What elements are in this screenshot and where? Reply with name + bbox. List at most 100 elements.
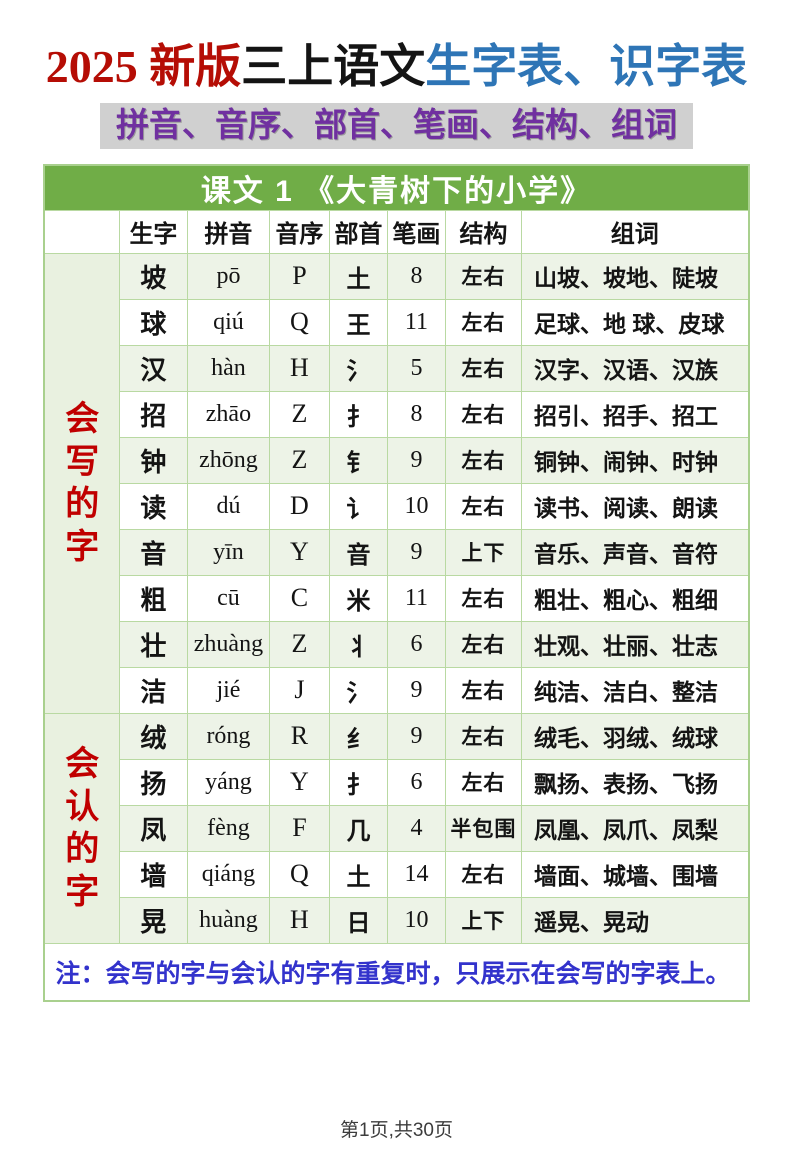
cell-radical: 讠 (328, 482, 388, 530)
page-number: 第1页,共30页 (340, 1120, 453, 1141)
section-label-char: 会 (65, 745, 100, 784)
cell-strokes: 6 (386, 620, 446, 668)
cell-pinyin: qiú (186, 298, 270, 346)
section-label: 会认的字 (43, 712, 120, 944)
cell-strokes: 9 (386, 712, 446, 760)
cell-pinyin: pō (186, 252, 270, 300)
column-header-pinyin: 拼音 (186, 209, 270, 254)
section-label-char: 写 (65, 442, 100, 481)
cell-pinyin: yáng (186, 758, 270, 806)
table-row: 晃 huàng H 日 10 上下 遥晃、晃动 (44, 896, 750, 944)
cell-structure: 上下 (444, 528, 522, 576)
cell-pinyin: zhuàng (186, 620, 270, 668)
vocab-table: 课文 1 《大青树下的小学》 生字 拼音 音序 部首 笔画 结构 组词 会写的字… (43, 163, 750, 1002)
cell-initial: F (268, 804, 330, 852)
column-header-empty (43, 209, 120, 254)
column-header-structure: 结构 (444, 209, 522, 254)
cell-initial: Q (268, 850, 330, 898)
cell-initial: J (268, 666, 330, 714)
cell-initial: H (268, 344, 330, 392)
cell-pinyin: zhōng (186, 436, 270, 484)
cell-strokes: 9 (386, 666, 446, 714)
cell-pinyin: yīn (186, 528, 270, 576)
cell-char: 扬 (118, 758, 188, 806)
title-subject: 生字表、识字表 (425, 41, 748, 92)
cell-strokes: 9 (386, 528, 446, 576)
cell-words: 招引、招手、招工 (520, 390, 750, 438)
cell-words: 墙面、城墙、围墙 (520, 850, 750, 898)
table-row: 凤 fèng F 几 4 半包围 凤凰、凤爪、凤梨 (44, 804, 750, 852)
section-label-char: 认 (65, 787, 100, 826)
cell-radical: 扌 (328, 758, 388, 806)
section-label-char: 字 (65, 872, 100, 911)
cell-pinyin: dú (186, 482, 270, 530)
cell-structure: 左右 (444, 850, 522, 898)
column-header-initial: 音序 (268, 209, 330, 254)
table-row: 会认的字绒 róng R 纟 9 左右 绒毛、羽绒、绒球 (43, 712, 750, 944)
cell-radical: 钅 (328, 436, 388, 484)
cell-char: 壮 (118, 620, 188, 668)
table-row: 扬 yáng Y 扌 6 左右 飘扬、表扬、飞扬 (44, 758, 750, 806)
cell-structure: 左右 (444, 666, 522, 714)
column-header-words: 组词 (520, 209, 750, 254)
cell-char: 球 (118, 298, 188, 346)
title-edition: 2025 新版 (45, 41, 242, 92)
table-row: 粗 cū C 米 11 左右 粗壮、粗心、粗细 (44, 574, 750, 622)
cell-initial: H (268, 896, 330, 944)
cell-char: 读 (118, 482, 188, 530)
cell-char: 晃 (118, 896, 188, 944)
cell-radical: 日 (328, 896, 388, 944)
cell-char: 坡 (118, 252, 188, 300)
column-header-char: 生字 (118, 209, 188, 254)
table-row: 钟 zhōng Z 钅 9 左右 铜钟、闹钟、时钟 (44, 436, 750, 484)
cell-radical: 扌 (328, 390, 388, 438)
subtitle-wrap: 拼音、音序、部首、笔画、结构、组词 (0, 102, 793, 149)
table-row: 音 yīn Y 音 9 上下 音乐、声音、音符 (44, 528, 750, 576)
cell-strokes: 5 (386, 344, 446, 392)
cell-pinyin: jié (186, 666, 270, 714)
cell-structure: 上下 (444, 896, 522, 944)
cell-pinyin: cū (186, 574, 270, 622)
cell-structure: 左右 (444, 712, 522, 760)
cell-structure: 左右 (444, 482, 522, 530)
cell-words: 凤凰、凤爪、凤梨 (520, 804, 750, 852)
cell-strokes: 10 (386, 482, 446, 530)
cell-structure: 半包围 (444, 804, 522, 852)
table-row: 会写的字坡 pō P 土 8 左右 山坡、坡地、陡坡 (43, 252, 750, 714)
cell-strokes: 11 (386, 298, 446, 346)
cell-radical: 土 (328, 252, 388, 300)
cell-strokes: 6 (386, 758, 446, 806)
cell-words: 飘扬、表扬、飞扬 (520, 758, 750, 806)
cell-pinyin: róng (186, 712, 270, 760)
cell-structure: 左右 (444, 436, 522, 484)
title-grade: 三上语文 (241, 41, 426, 92)
cell-radical: 丬 (328, 620, 388, 668)
cell-char: 绒 (118, 712, 188, 760)
table-note: 注：会写的字与会认的字有重复时，只展示在会写的字表上。 (43, 942, 750, 1002)
cell-initial: Z (268, 620, 330, 668)
column-header-strokes: 笔画 (386, 209, 446, 254)
table-row: 读 dú D 讠 10 左右 读书、阅读、朗读 (44, 482, 750, 530)
cell-structure: 左右 (444, 344, 522, 392)
cell-radical: 土 (328, 850, 388, 898)
cell-char: 洁 (118, 666, 188, 714)
cell-initial: Y (268, 528, 330, 576)
section-label-char: 的 (65, 485, 100, 524)
table-row: 招 zhāo Z 扌 8 左右 招引、招手、招工 (44, 390, 750, 438)
cell-words: 绒毛、羽绒、绒球 (520, 712, 750, 760)
cell-char: 墙 (118, 850, 188, 898)
cell-initial: Z (268, 390, 330, 438)
cell-pinyin: zhāo (186, 390, 270, 438)
cell-words: 汉字、汉语、汉族 (520, 344, 750, 392)
cell-radical: 音 (328, 528, 388, 576)
vocab-table-body: 会写的字坡 pō P 土 8 左右 山坡、坡地、陡坡球 qiú Q 王 11 左右 足球、地 球、皮球汉… (43, 252, 750, 944)
cell-initial: Y (268, 758, 330, 806)
column-header-row: 生字 拼音 音序 部首 笔画 结构 组词 (43, 209, 750, 254)
cell-char: 汉 (118, 344, 188, 392)
cell-pinyin: hàn (186, 344, 270, 392)
section-label-char: 的 (65, 830, 100, 869)
cell-words: 纯洁、洁白、整洁 (520, 666, 750, 714)
cell-structure: 左右 (444, 758, 522, 806)
cell-initial: P (268, 252, 330, 300)
cell-pinyin: qiáng (186, 850, 270, 898)
